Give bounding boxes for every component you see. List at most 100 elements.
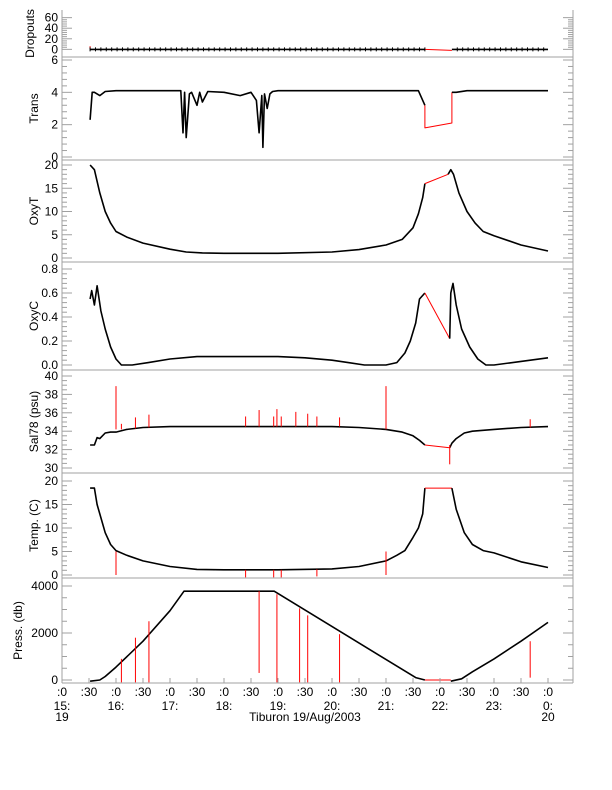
- y-axis-label-dropouts: Dropouts: [23, 9, 37, 58]
- y-tick-label: 15: [45, 181, 59, 195]
- y-tick-label: 0.4: [41, 310, 58, 324]
- y-tick-label: 2: [51, 118, 58, 132]
- y-tick-label: 10: [45, 521, 59, 535]
- trans-series-flagged: [424, 92, 453, 129]
- y-tick-label: 5: [51, 545, 58, 559]
- x-hour-label: 22:: [432, 699, 449, 713]
- dropouts-series-flagged: [424, 48, 452, 51]
- panel-salinity-data: [90, 386, 549, 465]
- x-hour-label: 0:: [543, 699, 553, 713]
- x-minute-label: :0: [327, 685, 337, 699]
- x-axis-title: Tiburon 19/Aug/2003: [249, 710, 361, 724]
- y-tick-label: 0: [51, 673, 58, 687]
- x-minute-label: :30: [513, 685, 530, 699]
- y-tick-label: 0.6: [41, 286, 58, 300]
- oxyc-series-flagged: [424, 292, 451, 339]
- x-minute-label: :0: [57, 685, 67, 699]
- y-tick-label: 0: [51, 42, 58, 56]
- y-tick-label: 0: [51, 150, 58, 164]
- x-hour-label: 16:: [108, 699, 125, 713]
- trans-series-line: [451, 89, 548, 94]
- x-minute-label: :0: [219, 685, 229, 699]
- panel-salinity-axes: 30 32 34 36 38 40 Sal78 (psu): [27, 369, 574, 475]
- x-hour-label: 15:: [54, 699, 71, 713]
- x-hour-label: 17:: [162, 699, 179, 713]
- y-axis-label-temperature: Temp. (C): [27, 499, 41, 552]
- axes-layer: 0204060Dropouts0246Trans05101520OxyT0.00…: [11, 9, 574, 687]
- x-hour-label: 21:: [378, 699, 395, 713]
- x-minute-label: :30: [297, 685, 314, 699]
- x-hour-label: 18:: [216, 699, 233, 713]
- trans-series-line: [89, 89, 426, 149]
- y-tick-label: 0: [51, 251, 58, 265]
- x-day-label: 19: [55, 710, 69, 724]
- panel-pressure-axes: 0 2000 4000 Press. (db): [11, 578, 574, 687]
- y-axis-label-salinity: Sal78 (psu): [27, 391, 41, 452]
- y-axis-label-trans: Trans: [27, 93, 41, 123]
- time-axis: Tiburon 19/Aug/2003 :0 :30 :0 :30 :0 :30 :0 :30…: [54, 678, 555, 724]
- y-tick-label: 20: [45, 158, 59, 172]
- x-hour-label: 23:: [486, 699, 503, 713]
- panel-oxyt-data: [89, 164, 549, 255]
- x-minute-label: :30: [459, 685, 476, 699]
- panel-dropouts-data: [89, 46, 548, 52]
- x-minute-label: :30: [81, 685, 98, 699]
- y-tick-label: 40: [45, 369, 59, 383]
- y-axis-label-pressure: Press. (db): [11, 601, 25, 660]
- y-tick-label: 15: [45, 498, 59, 512]
- oxyt-series-line: [447, 168, 549, 252]
- panel-trans-data: [89, 89, 548, 149]
- temperature-series-line: [451, 487, 549, 569]
- salinity-series-line: [90, 425, 426, 446]
- y-axis-label-oxyt: OxyT: [27, 196, 41, 225]
- temperature-series-line: [90, 487, 426, 571]
- x-minute-label: :0: [273, 685, 283, 699]
- x-minute-label: :0: [435, 685, 445, 699]
- oxyc-series-line: [448, 282, 549, 366]
- salinity-series-line: [448, 425, 549, 449]
- y-tick-label: 4: [51, 85, 58, 99]
- panel-oxyt-axes: 0 5 10 15 20 OxyT: [27, 158, 574, 265]
- oxyt-series-line: [89, 164, 426, 255]
- y-tick-label: 4000: [31, 579, 58, 593]
- y-tick-label: 2000: [31, 626, 58, 640]
- data-layer: [89, 46, 549, 683]
- x-minute-label: :30: [243, 685, 260, 699]
- x-minute-label: :30: [405, 685, 422, 699]
- y-tick-label: 6: [51, 53, 58, 67]
- panel-trans-axes: 0 2 4 6 Trans: [27, 53, 574, 164]
- x-minute-label: :30: [189, 685, 206, 699]
- x-minute-label: :0: [489, 685, 499, 699]
- x-minute-label: :30: [135, 685, 152, 699]
- y-tick-label: 20: [45, 474, 59, 488]
- y-tick-label: 36: [45, 406, 59, 420]
- y-tick-label: 0: [51, 568, 58, 582]
- x-minute-label: :0: [381, 685, 391, 699]
- x-minute-label: :0: [111, 685, 121, 699]
- y-tick-label: 34: [45, 424, 59, 438]
- y-tick-label: 60: [45, 11, 59, 25]
- y-tick-label: 10: [45, 205, 59, 219]
- y-tick-label: 38: [45, 387, 59, 401]
- y-tick-label: 0.2: [41, 334, 58, 348]
- y-tick-label: 30: [45, 461, 59, 475]
- pressure-series-line: [450, 621, 549, 682]
- x-minute-label: :0: [543, 685, 553, 699]
- oxyc-series-line: [89, 284, 426, 366]
- y-tick-label: 0.0: [41, 358, 58, 372]
- y-tick-label: 40: [45, 21, 59, 35]
- x-minute-label: :0: [165, 685, 175, 699]
- panel-oxyc-axes: 0.0 0.2 0.4 0.6 0.8 OxyC: [27, 262, 574, 372]
- x-hour-label: 19:: [270, 699, 287, 713]
- y-tick-label: 32: [45, 443, 59, 457]
- panel-temperature-axes: 0 5 10 15 20 Temp. (C): [27, 473, 574, 582]
- x-minute-label: :30: [351, 685, 368, 699]
- x-day-label: 20: [541, 710, 555, 724]
- x-hour-label: 20:: [324, 699, 341, 713]
- pressure-series-line: [90, 590, 426, 682]
- panel-oxyc-data: [89, 282, 549, 366]
- panel-temperature-data: [90, 487, 549, 578]
- y-tick-label: 0.8: [41, 262, 58, 276]
